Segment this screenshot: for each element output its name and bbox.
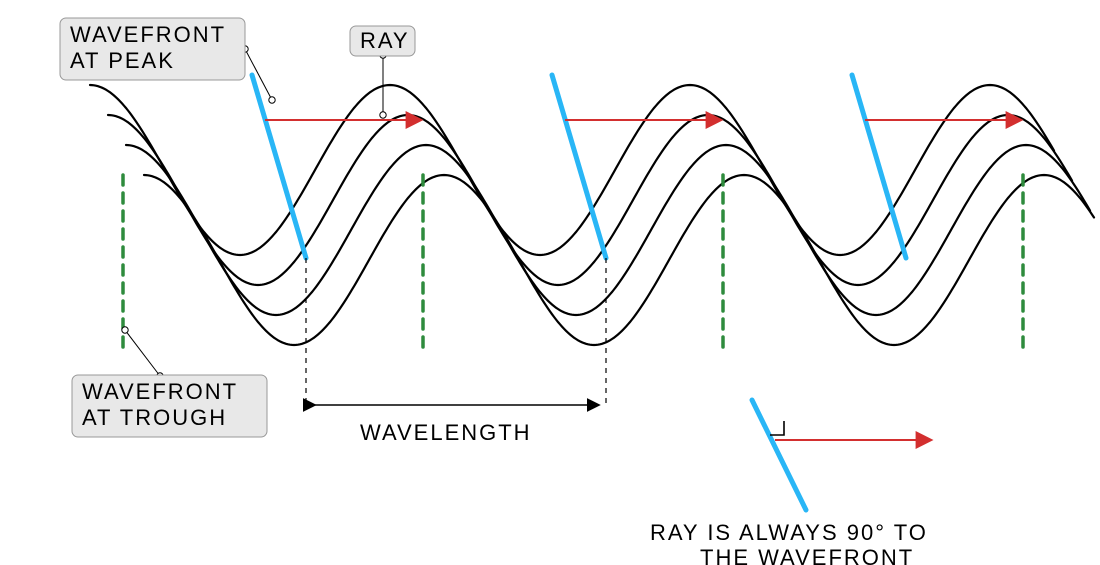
wavefront-peak-line — [552, 75, 606, 258]
leader-dot — [269, 97, 275, 103]
legend-wavefront-line — [752, 400, 806, 510]
tag-ray-text1: RAY — [360, 28, 410, 53]
leader-dot — [122, 327, 128, 333]
right-angle-icon — [770, 421, 784, 435]
tag-peak-text2: AT PEAK — [70, 48, 175, 73]
wavefront-diagram: WAVEFRONTAT PEAKRAYWAVEFRONTAT TROUGHWAV… — [0, 0, 1100, 565]
tag-peak-text1: WAVEFRONT — [70, 22, 226, 47]
wavefront-peak-line — [852, 75, 906, 258]
label-always_90_line2: THE WAVEFRONT — [700, 545, 914, 565]
wave-curve — [90, 85, 1054, 255]
leader-dot — [380, 112, 386, 118]
tag-trough-text2: AT TROUGH — [82, 405, 227, 430]
tag-trough-text1: WAVEFRONT — [82, 379, 238, 404]
label-always_90_line1: RAY IS ALWAYS 90° TO — [650, 520, 928, 545]
wave-curve — [126, 145, 1090, 315]
wavefront-peak-line — [252, 75, 306, 258]
label-wavelength: WAVELENGTH — [360, 420, 532, 445]
leader-line — [125, 330, 160, 376]
